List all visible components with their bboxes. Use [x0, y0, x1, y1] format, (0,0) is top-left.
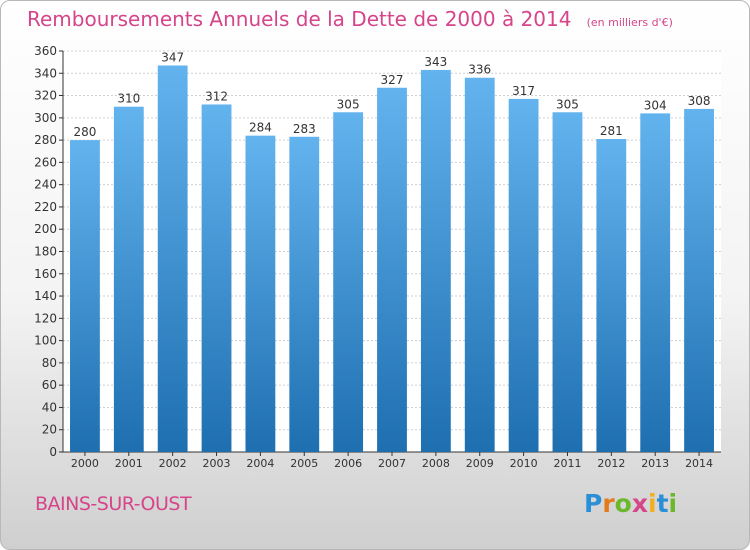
- x-tick-label: 2007: [378, 457, 406, 470]
- city-name: BAINS-SUR-OUST: [35, 493, 192, 515]
- y-tick-label: 180: [34, 245, 57, 259]
- y-tick-label: 40: [42, 400, 57, 414]
- bar: [70, 140, 100, 452]
- bar: [201, 104, 232, 452]
- data-label: 310: [117, 92, 140, 106]
- y-tick-label: 260: [34, 155, 57, 169]
- data-label: 317: [512, 84, 535, 98]
- data-label: 284: [249, 121, 272, 135]
- data-label: 281: [600, 124, 623, 138]
- bar: [377, 87, 407, 452]
- y-tick-label: 200: [34, 222, 57, 236]
- data-label: 327: [381, 73, 404, 87]
- y-tick-label: 280: [34, 133, 57, 147]
- x-tick-label: 2010: [510, 457, 538, 470]
- y-tick-label: 80: [42, 356, 57, 370]
- y-tick-label: 160: [34, 267, 57, 281]
- chart-title-row: Remboursements Annuels de la Dette de 20…: [27, 7, 673, 31]
- bar: [289, 136, 320, 452]
- data-label: 308: [688, 94, 711, 108]
- data-label: 283: [293, 122, 316, 136]
- x-tick-label: 2002: [159, 457, 187, 470]
- x-tick-label: 2008: [422, 457, 450, 470]
- data-label: 305: [556, 97, 579, 111]
- bar: [596, 138, 627, 452]
- data-label: 336: [468, 63, 491, 77]
- y-tick-label: 20: [42, 423, 57, 437]
- x-tick-label: 2014: [685, 457, 713, 470]
- bar: [420, 69, 451, 453]
- x-tick-label: 2001: [115, 457, 143, 470]
- bar: [552, 112, 583, 452]
- chart-title: Remboursements Annuels de la Dette de 20…: [27, 7, 572, 31]
- x-tick-label: 2006: [334, 457, 362, 470]
- bar: [684, 108, 714, 452]
- x-tick-label: 2004: [246, 457, 274, 470]
- data-label: 312: [205, 89, 228, 103]
- y-tick-label: 360: [34, 44, 57, 58]
- y-tick-label: 320: [34, 89, 57, 103]
- proxiti-logo: Proxiti: [584, 489, 678, 518]
- bar: [113, 106, 144, 452]
- bar: [640, 113, 671, 452]
- y-tick-label: 60: [42, 378, 57, 392]
- chart-unit: (en milliers d'€): [586, 16, 673, 29]
- x-tick-label: 2003: [203, 457, 231, 470]
- data-label: 343: [424, 55, 447, 69]
- x-tick-label: 2012: [597, 457, 625, 470]
- x-tick-label: 2011: [553, 457, 581, 470]
- bar: [508, 98, 539, 453]
- bar: [464, 77, 495, 452]
- x-tick-label: 2005: [290, 457, 318, 470]
- x-tick-label: 2009: [466, 457, 494, 470]
- x-tick-label: 2013: [641, 457, 669, 470]
- bar: [245, 135, 276, 452]
- y-tick-label: 100: [34, 334, 57, 348]
- data-label: 305: [337, 97, 360, 111]
- y-tick-label: 0: [49, 445, 57, 459]
- y-tick-label: 340: [34, 66, 57, 80]
- y-tick-label: 240: [34, 178, 57, 192]
- y-tick-label: 140: [34, 289, 57, 303]
- data-label: 304: [644, 98, 667, 112]
- y-tick-label: 120: [34, 311, 57, 325]
- data-label: 347: [161, 50, 184, 64]
- y-tick-label: 220: [34, 200, 57, 214]
- bar: [157, 65, 188, 452]
- y-tick-label: 300: [34, 111, 57, 125]
- bar: [333, 112, 364, 452]
- x-tick-label: 2000: [71, 457, 99, 470]
- data-label: 280: [73, 125, 96, 139]
